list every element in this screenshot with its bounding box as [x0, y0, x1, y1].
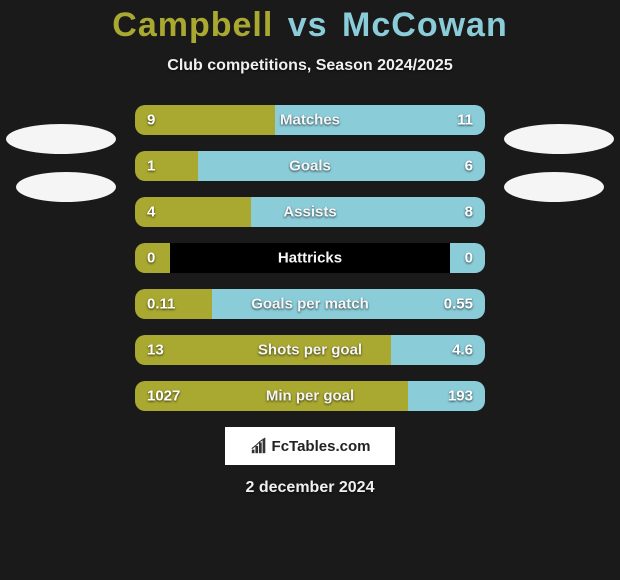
- fctables-icon: [250, 437, 268, 455]
- decorative-ellipse: [6, 124, 116, 154]
- stat-label: Assists: [283, 204, 336, 221]
- decorative-ellipse: [504, 124, 614, 154]
- stat-row: 1 6 Goals: [135, 151, 485, 181]
- stat-label: Goals per match: [251, 296, 369, 313]
- stat-row: 9 11 Matches: [135, 105, 485, 135]
- value-left: 4: [147, 204, 155, 221]
- player2-name: McCowan: [342, 6, 508, 44]
- value-right: 0.55: [444, 296, 473, 313]
- value-left: 13: [147, 342, 164, 359]
- stat-row: 0.11 0.55 Goals per match: [135, 289, 485, 319]
- logo-text: FcTables.com: [272, 438, 371, 455]
- value-right: 4.6: [452, 342, 473, 359]
- value-right: 11: [457, 112, 473, 129]
- date-text: 2 december 2024: [0, 479, 620, 497]
- stat-label: Goals: [289, 158, 331, 175]
- decorative-ellipse: [16, 172, 116, 202]
- value-right: 6: [465, 158, 473, 175]
- player1-name: Campbell: [112, 6, 273, 44]
- stat-row: 0 0 Hattricks: [135, 243, 485, 273]
- logo-box: FcTables.com: [225, 427, 395, 465]
- stat-row: 4 8 Assists: [135, 197, 485, 227]
- decorative-ellipse: [504, 172, 604, 202]
- stat-row: 13 4.6 Shots per goal: [135, 335, 485, 365]
- stat-row: 1027 193 Min per goal: [135, 381, 485, 411]
- bar-right: [198, 151, 485, 181]
- bar-right: [408, 381, 485, 411]
- value-left: 1: [147, 158, 155, 175]
- vs-text: vs: [288, 6, 328, 44]
- stat-label: Matches: [280, 112, 340, 129]
- bar-left: [135, 151, 198, 181]
- value-right: 0: [465, 250, 473, 267]
- value-right: 8: [465, 204, 473, 221]
- bar-left: [135, 105, 275, 135]
- subtitle: Club competitions, Season 2024/2025: [0, 57, 620, 75]
- stat-label: Shots per goal: [258, 342, 362, 359]
- value-left: 9: [147, 112, 155, 129]
- stat-label: Min per goal: [266, 388, 354, 405]
- value-right: 193: [448, 388, 473, 405]
- value-left: 1027: [147, 388, 180, 405]
- comparison-title: Campbell vs McCowan: [0, 0, 620, 45]
- value-left: 0.11: [147, 296, 175, 313]
- stat-label: Hattricks: [278, 250, 342, 267]
- value-left: 0: [147, 250, 155, 267]
